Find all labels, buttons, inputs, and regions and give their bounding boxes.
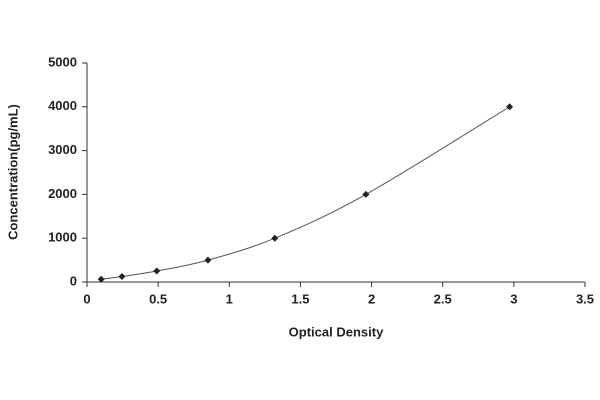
x-axis-label: Optical Density [289, 324, 384, 339]
x-tick-label: 2 [368, 291, 375, 306]
y-tick-label: 5000 [48, 54, 77, 69]
data-point [271, 234, 279, 242]
x-tick-label: 1.5 [291, 291, 309, 306]
y-tick-label: 4000 [48, 98, 77, 113]
x-tick-label: 3.5 [576, 291, 594, 306]
x-tick-label: 0.5 [149, 291, 167, 306]
data-point [362, 190, 370, 198]
x-tick-label: 3 [510, 291, 517, 306]
data-point [97, 275, 105, 283]
x-tick-label: 2.5 [434, 291, 452, 306]
y-tick-label: 0 [70, 273, 77, 288]
x-tick-label: 1 [226, 291, 233, 306]
x-tick-label: 0 [83, 291, 90, 306]
data-point [118, 273, 126, 281]
data-point [153, 267, 161, 275]
y-tick-label: 3000 [48, 142, 77, 157]
fit-curve [101, 106, 510, 280]
y-tick-label: 2000 [48, 186, 77, 201]
data-point [506, 103, 514, 111]
y-tick-label: 1000 [48, 230, 77, 245]
data-point [204, 256, 212, 264]
y-axis-label: Concentration(pg/mL) [5, 104, 20, 240]
